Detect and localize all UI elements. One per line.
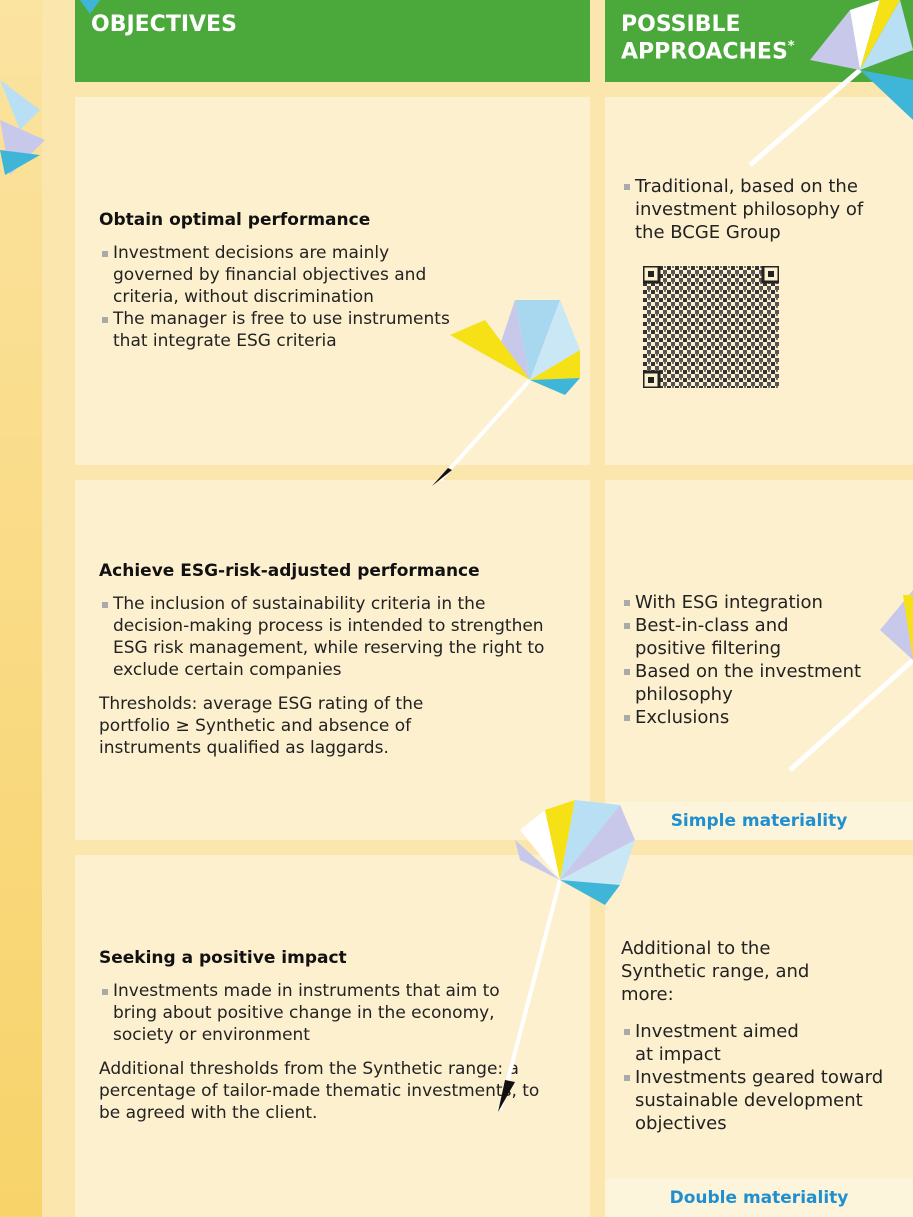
bullet: Investment decisions are mainly governed… [99, 242, 469, 308]
objective-cell: Seeking a positive impact Investments ma… [75, 855, 590, 1217]
objective-cell: Achieve ESG-risk-adjusted performance Th… [75, 480, 590, 840]
bullet: Investment aimed at impact [621, 1020, 805, 1066]
approaches-header: POSSIBLE APPROACHES* [605, 0, 913, 82]
objective-title: Obtain optimal performance [99, 210, 371, 230]
materiality-label: Double materiality [605, 1179, 913, 1217]
bullet: The inclusion of sustainability criteria… [99, 593, 549, 681]
qr-code [643, 265, 779, 388]
bullet: The manager is free to use instruments t… [99, 308, 469, 352]
objective-title: Seeking a positive impact [99, 948, 347, 968]
footnote-mark: * [787, 39, 795, 54]
bullet: Investments geared toward sustainable de… [621, 1066, 891, 1135]
bullet: Based on the investment philosophy [621, 660, 891, 706]
header-text: OBJECTIVES [91, 12, 237, 37]
approach-cell: With ESG integration Best-in-class and p… [605, 480, 913, 840]
note: Thresholds: average ESG rating of the po… [99, 694, 424, 758]
bullet: Exclusions [621, 706, 891, 729]
bullet: Best-in-class and positive filtering [621, 614, 795, 660]
objectives-header: OBJECTIVES [75, 0, 590, 82]
bullet: Investments made in instruments that aim… [99, 980, 519, 1046]
note: Additional thresholds from the Synthetic… [99, 1059, 540, 1123]
approach-cell: Traditional, based on the investment phi… [605, 97, 913, 465]
approach-cell: Additional to the Synthetic range, and m… [605, 855, 913, 1217]
side-strip [0, 0, 42, 1217]
bullet: With ESG integration [621, 591, 891, 614]
objective-cell: Obtain optimal performance Investment de… [75, 97, 590, 465]
header-text: POSSIBLE APPROACHES [621, 12, 788, 65]
materiality-label: Simple materiality [605, 802, 913, 840]
bullet: Traditional, based on the investment phi… [621, 175, 881, 244]
intro: Additional to the Synthetic range, and m… [621, 938, 810, 1005]
objective-title: Achieve ESG-risk-adjusted performance [99, 561, 480, 581]
